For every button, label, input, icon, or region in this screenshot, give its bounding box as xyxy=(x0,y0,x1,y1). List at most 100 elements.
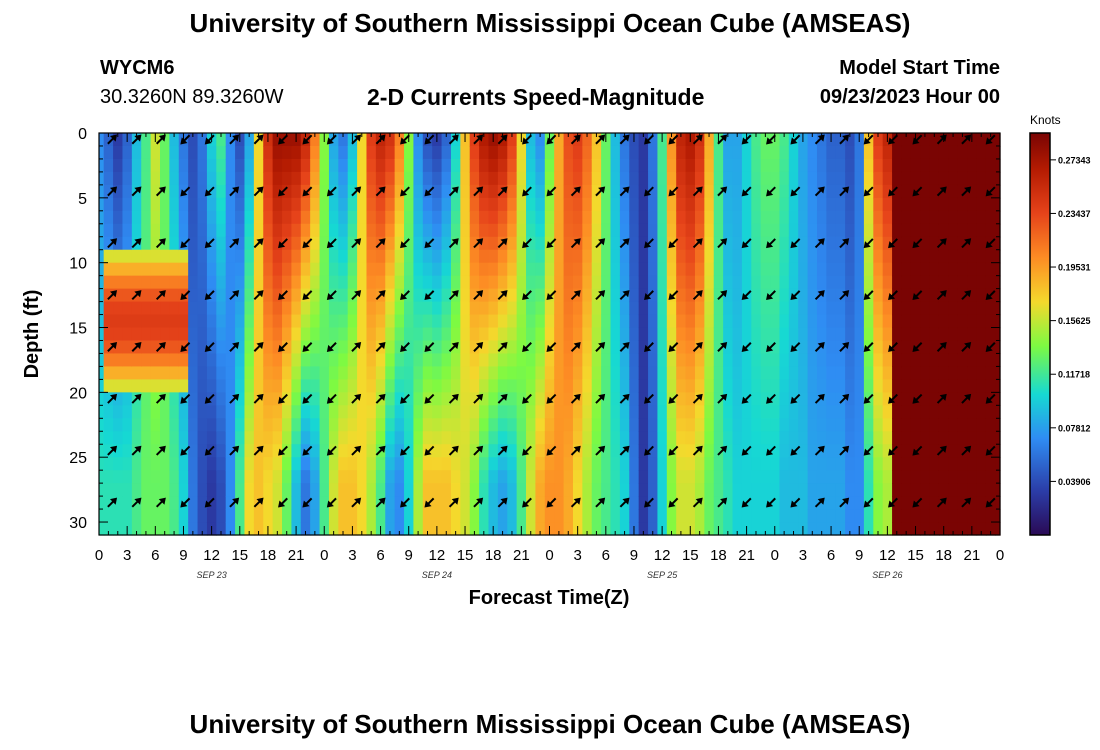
heat-cell xyxy=(479,522,490,536)
heat-cell xyxy=(713,314,724,329)
heat-cell xyxy=(995,418,1001,432)
heat-cell xyxy=(685,457,696,471)
heat-cell xyxy=(169,223,180,238)
heat-cell xyxy=(441,379,452,393)
heat-cell xyxy=(441,236,452,251)
heat-cell xyxy=(244,262,255,277)
heat-cell xyxy=(347,314,358,329)
x-axis: 0 3 6 9 12 15 18 21 0 3 6 9 12 15 18 21 0 3 6 9 12 15 18 21 0 3 6 9… xyxy=(95,133,1004,580)
heat-cell xyxy=(572,314,583,329)
heat-cell xyxy=(835,158,846,173)
heat-cell xyxy=(601,509,612,523)
heat-cell xyxy=(150,366,161,380)
heat-cell xyxy=(450,158,461,173)
heat-cell xyxy=(516,171,527,186)
heat-cell xyxy=(357,288,368,303)
heat-cell xyxy=(272,392,283,406)
heat-cell xyxy=(751,223,762,238)
heat-cell xyxy=(160,327,170,342)
heat-cell xyxy=(357,405,368,419)
heat-cell xyxy=(845,457,856,471)
x-tick-label: 18 xyxy=(260,547,277,564)
current-arrow xyxy=(595,238,606,249)
heat-cell xyxy=(103,509,114,523)
heat-cell xyxy=(169,444,180,458)
heat-cell xyxy=(422,457,433,471)
heat-cell xyxy=(253,379,264,393)
heat-cell xyxy=(291,184,302,199)
heat-cell xyxy=(807,197,818,212)
heat-cell xyxy=(835,223,846,238)
heat-cell xyxy=(507,522,518,536)
current-arrow xyxy=(839,134,850,145)
heat-cell xyxy=(404,314,415,329)
heat-cell xyxy=(460,509,471,523)
heat-cell xyxy=(516,301,527,316)
heat-cell xyxy=(572,483,583,497)
heat-cell xyxy=(638,210,649,225)
current-arrow xyxy=(717,238,728,249)
heat-cell xyxy=(99,236,105,251)
heat-cell xyxy=(310,236,321,251)
heat-cell xyxy=(967,366,978,380)
heat-cell xyxy=(263,223,274,238)
heat-cell xyxy=(497,379,508,393)
heat-cell xyxy=(300,171,311,186)
heat-cell xyxy=(648,145,659,160)
current-arrow xyxy=(912,186,923,197)
heat-cell xyxy=(826,366,837,380)
heat-cell xyxy=(216,327,227,342)
heat-cell xyxy=(948,275,959,290)
heat-cell xyxy=(657,418,668,432)
current-arrow xyxy=(155,393,166,404)
heat-cell xyxy=(732,184,743,199)
heat-cell xyxy=(291,509,302,523)
heat-cell xyxy=(526,431,537,445)
heat-cell xyxy=(244,444,255,458)
current-arrow xyxy=(204,445,215,456)
heat-cell xyxy=(272,236,283,251)
heat-cell xyxy=(601,249,612,264)
heat-cell xyxy=(770,158,781,173)
heat-cell xyxy=(263,236,274,251)
heat-cell xyxy=(601,314,612,329)
heat-cell xyxy=(995,496,1001,510)
heat-cell xyxy=(99,509,105,523)
heat-cell xyxy=(666,470,677,484)
heat-cell xyxy=(676,353,687,368)
heat-cell xyxy=(422,405,433,419)
heat-cell xyxy=(798,470,809,484)
heat-cell xyxy=(338,405,349,419)
heat-cell xyxy=(432,236,443,251)
heat-cell xyxy=(938,366,949,380)
heat-cell xyxy=(310,223,321,238)
current-arrow xyxy=(326,134,337,145)
heat-cell xyxy=(282,197,293,212)
heat-cell xyxy=(488,314,499,329)
heat-cell xyxy=(601,496,612,510)
heat-cell xyxy=(291,158,302,173)
heat-cell xyxy=(535,509,546,523)
heat-cell xyxy=(253,509,264,523)
current-arrow xyxy=(766,290,776,301)
heat-cell xyxy=(563,236,574,251)
heat-cell xyxy=(394,457,405,471)
heat-cell xyxy=(328,210,339,225)
heat-cell xyxy=(601,444,612,458)
heat-cell xyxy=(404,483,415,497)
heat-cell xyxy=(366,483,377,497)
heat-cell xyxy=(544,197,555,212)
heat-cell xyxy=(798,275,809,290)
heat-cell xyxy=(413,262,424,277)
heat-cell xyxy=(873,210,884,225)
heat-cell xyxy=(225,288,236,303)
heat-cell xyxy=(723,223,734,238)
x-tick-label: 3 xyxy=(799,547,807,564)
heat-cell xyxy=(741,275,752,290)
heat-cell xyxy=(526,171,537,186)
heat-cell xyxy=(357,340,368,355)
heat-cell xyxy=(582,145,593,160)
x-axis-label: Forecast Time(Z) xyxy=(469,587,630,609)
heat-cell xyxy=(432,314,443,329)
current-arrow xyxy=(814,290,825,301)
